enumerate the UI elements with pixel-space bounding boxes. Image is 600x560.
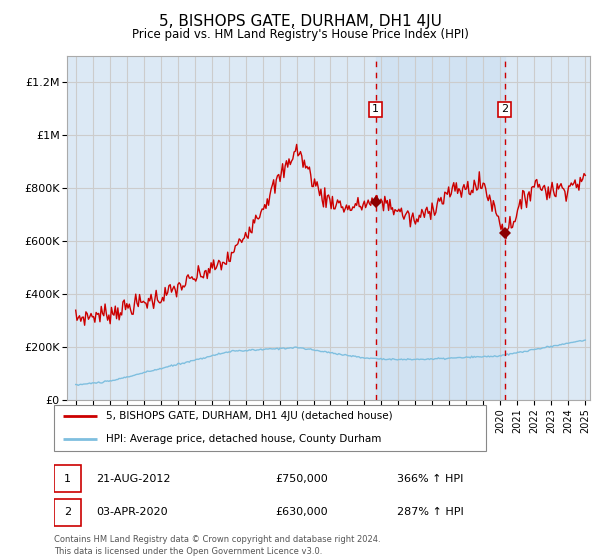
Text: 287% ↑ HPI: 287% ↑ HPI xyxy=(397,507,464,517)
Text: 5, BISHOPS GATE, DURHAM, DH1 4JU (detached house): 5, BISHOPS GATE, DURHAM, DH1 4JU (detach… xyxy=(106,412,392,421)
Text: 03-APR-2020: 03-APR-2020 xyxy=(96,507,168,517)
Text: 5, BISHOPS GATE, DURHAM, DH1 4JU: 5, BISHOPS GATE, DURHAM, DH1 4JU xyxy=(158,14,442,29)
Text: 1: 1 xyxy=(372,104,379,114)
Text: Contains HM Land Registry data © Crown copyright and database right 2024.
This d: Contains HM Land Registry data © Crown c… xyxy=(54,535,380,556)
Text: £750,000: £750,000 xyxy=(276,474,329,484)
FancyBboxPatch shape xyxy=(54,405,486,451)
Bar xyxy=(376,56,505,400)
FancyBboxPatch shape xyxy=(54,499,82,526)
Text: 21-AUG-2012: 21-AUG-2012 xyxy=(96,474,171,484)
Text: 2: 2 xyxy=(64,507,71,517)
Text: 366% ↑ HPI: 366% ↑ HPI xyxy=(397,474,464,484)
FancyBboxPatch shape xyxy=(54,465,82,492)
Text: 2: 2 xyxy=(501,104,508,114)
Text: HPI: Average price, detached house, County Durham: HPI: Average price, detached house, Coun… xyxy=(106,435,381,444)
Text: Price paid vs. HM Land Registry's House Price Index (HPI): Price paid vs. HM Land Registry's House … xyxy=(131,28,469,41)
Text: £630,000: £630,000 xyxy=(276,507,328,517)
Text: 1: 1 xyxy=(64,474,71,484)
